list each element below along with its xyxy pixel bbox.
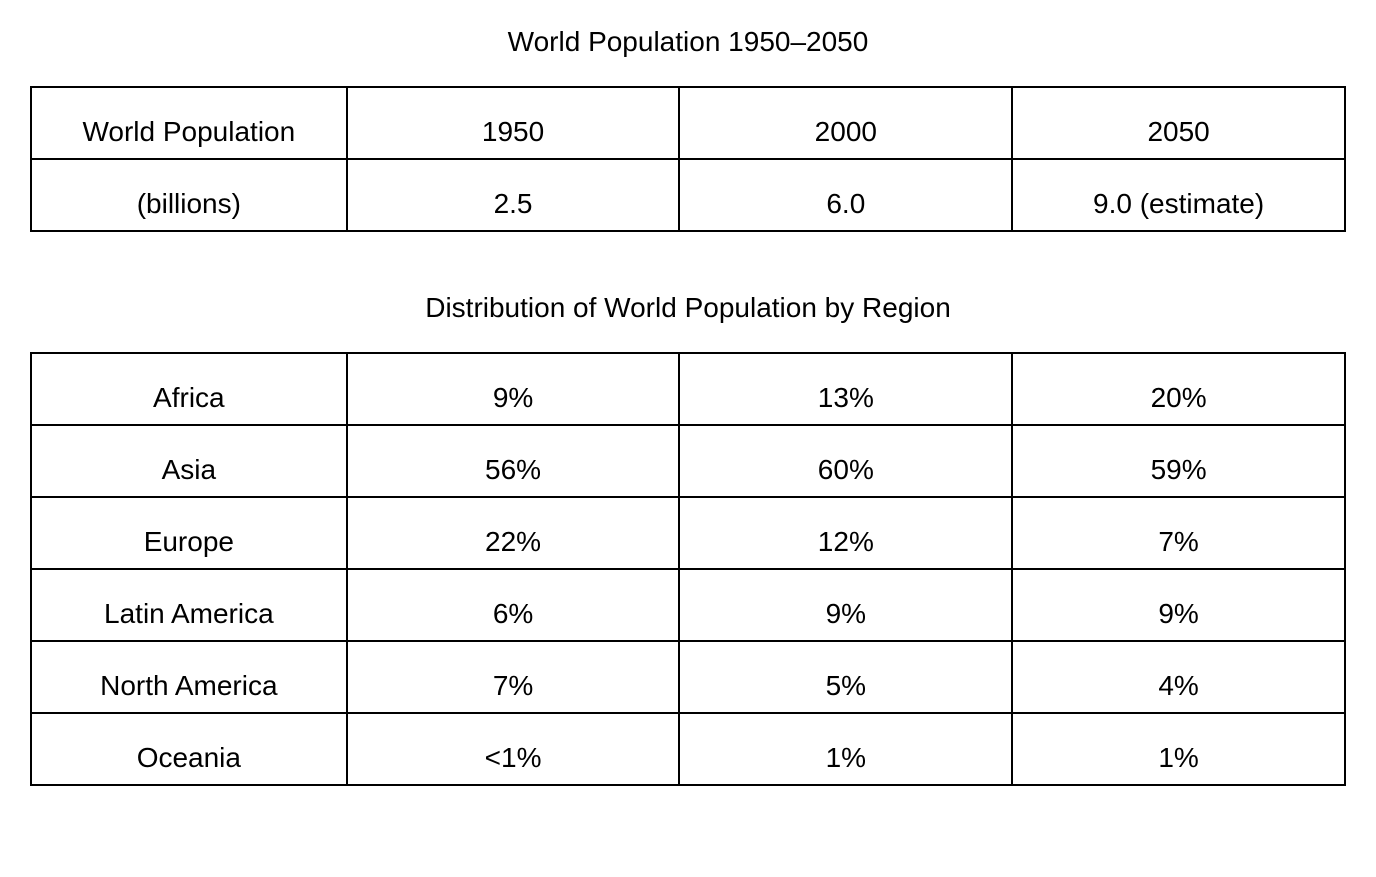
table-cell: 6% [347, 569, 680, 641]
table-row: Oceania <1% 1% 1% [31, 713, 1345, 785]
table-cell: 13% [679, 353, 1012, 425]
table-row: Africa 9% 13% 20% [31, 353, 1345, 425]
distribution-table: Africa 9% 13% 20% Asia 56% 60% 59% Europ… [30, 352, 1346, 786]
table-cell: 4% [1012, 641, 1345, 713]
table-cell: Latin America [31, 569, 347, 641]
table-cell: Africa [31, 353, 347, 425]
table-row: (billions) 2.5 6.0 9.0 (estimate) [31, 159, 1345, 231]
table-cell: World Population [31, 87, 347, 159]
table2-title: Distribution of World Population by Regi… [30, 292, 1346, 324]
table-row: Latin America 6% 9% 9% [31, 569, 1345, 641]
table-cell: 1% [1012, 713, 1345, 785]
table-cell: 59% [1012, 425, 1345, 497]
table-cell: Asia [31, 425, 347, 497]
table-cell: 1950 [347, 87, 680, 159]
table1-title: World Population 1950–2050 [30, 26, 1346, 58]
table-cell: 2000 [679, 87, 1012, 159]
table-cell: 56% [347, 425, 680, 497]
table-cell: 9% [1012, 569, 1345, 641]
table-cell: 9.0 (estimate) [1012, 159, 1345, 231]
table-cell: 2050 [1012, 87, 1345, 159]
table-row: World Population 1950 2000 2050 [31, 87, 1345, 159]
table-cell: 9% [347, 353, 680, 425]
table-cell: (billions) [31, 159, 347, 231]
table-row: Asia 56% 60% 59% [31, 425, 1345, 497]
table-cell: 1% [679, 713, 1012, 785]
table-cell: North America [31, 641, 347, 713]
table-cell: 7% [1012, 497, 1345, 569]
table-cell: 7% [347, 641, 680, 713]
table-cell: 6.0 [679, 159, 1012, 231]
table-cell: 5% [679, 641, 1012, 713]
table-cell: <1% [347, 713, 680, 785]
table-row: North America 7% 5% 4% [31, 641, 1345, 713]
table-cell: 9% [679, 569, 1012, 641]
table-cell: 2.5 [347, 159, 680, 231]
page-container: World Population 1950–2050 World Populat… [0, 0, 1376, 806]
table-cell: 20% [1012, 353, 1345, 425]
table-cell: Europe [31, 497, 347, 569]
table-row: Europe 22% 12% 7% [31, 497, 1345, 569]
table-cell: 22% [347, 497, 680, 569]
table-cell: 12% [679, 497, 1012, 569]
table-cell: 60% [679, 425, 1012, 497]
world-population-table: World Population 1950 2000 2050 (billion… [30, 86, 1346, 232]
table-cell: Oceania [31, 713, 347, 785]
